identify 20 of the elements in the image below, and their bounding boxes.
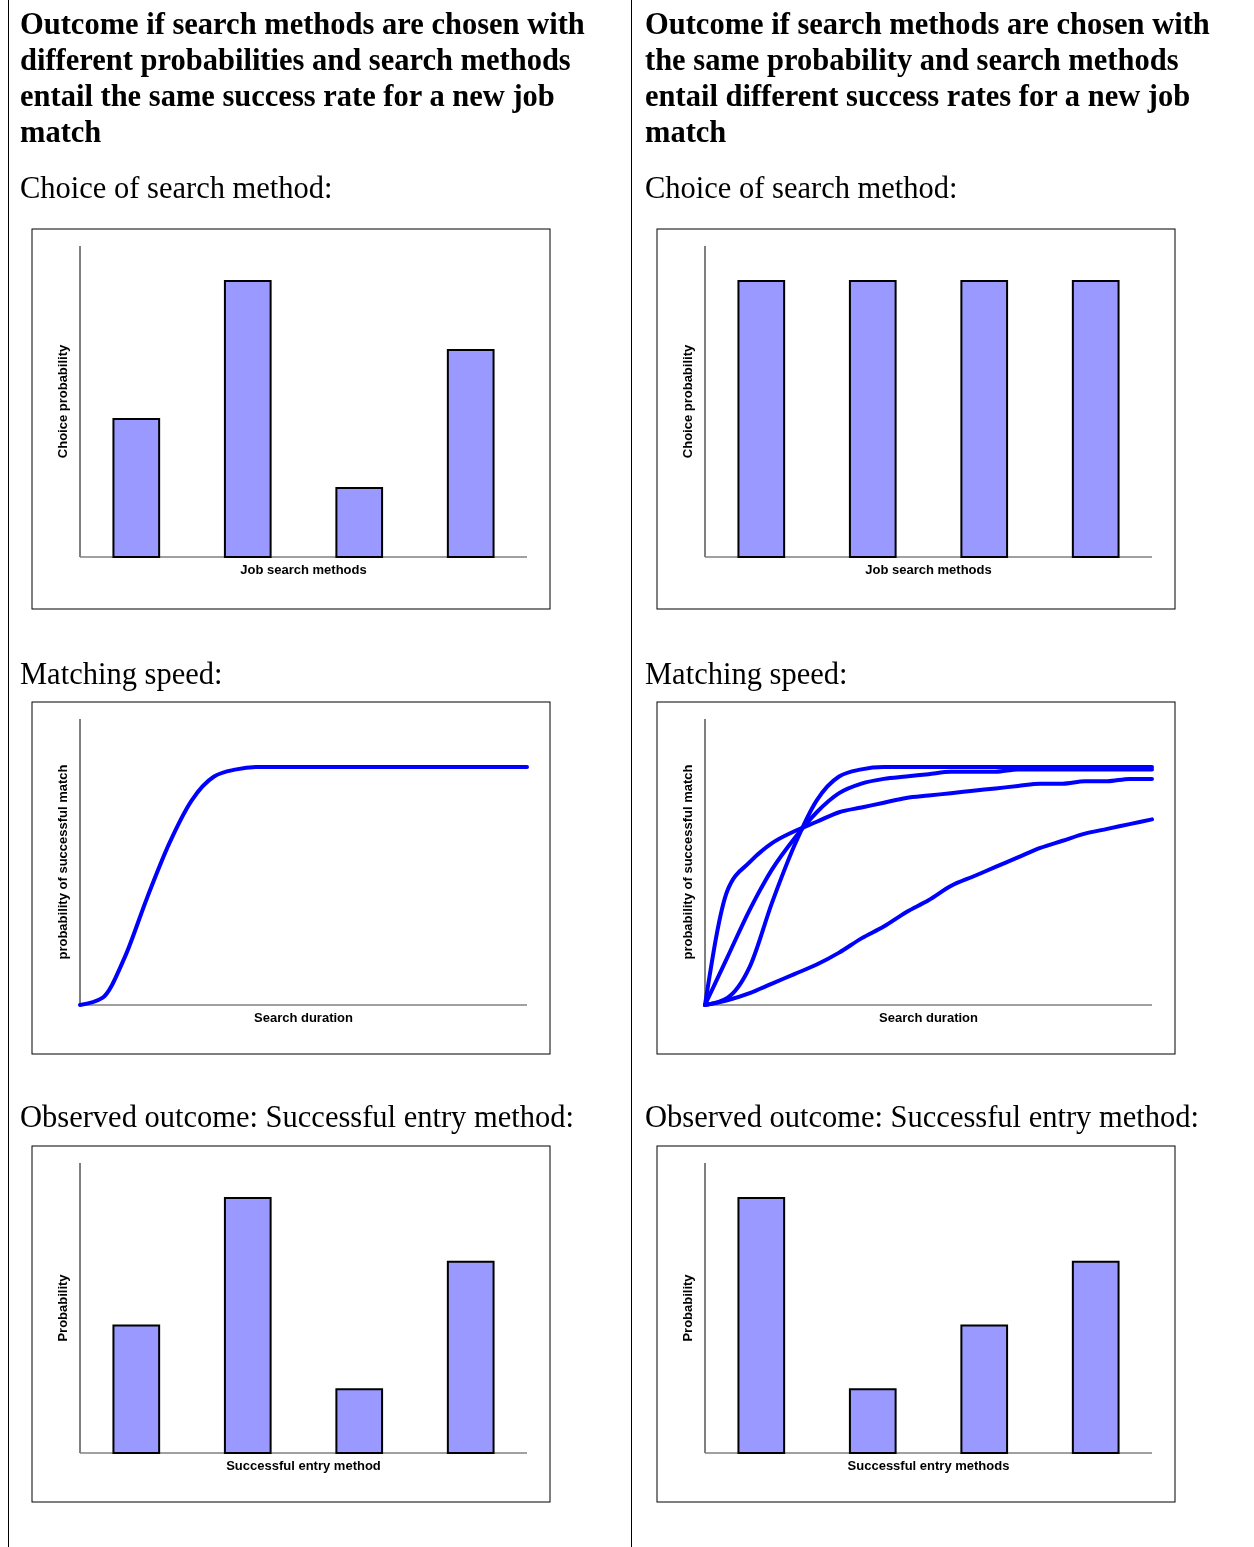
chart-subtitle: Choice of search method: [645,170,959,206]
y-axis-title: Choice probability [680,344,695,459]
chart-title: Outcome if search methods are chosen with different probabilities and search methods entail the same success rate for a new job match [20,6,586,150]
chart-title: Observed outcome: Successful entry method: [20,1099,575,1135]
y-axis-title: Probability [55,1273,70,1342]
chart-title: Matching speed: [20,656,224,692]
x-axis-title: Successful entry method [226,1458,381,1473]
x-axis-title: Search duration [254,1010,354,1025]
chart-title: Observed outcome: Successful entry method: [645,1099,1200,1135]
y-axis-title: probability of successful match [680,764,695,960]
chart-subtitle: Choice of search method: [20,170,334,206]
y-axis-title: Choice probability [55,344,70,459]
x-axis-title: Successful entry methods [847,1458,1010,1473]
y-axis-title: Probability [680,1273,695,1342]
chart-title: Outcome if search methods are chosen with the same probability and search methods entail different success rates for a new job match [645,6,1211,150]
x-axis-title: Search duration [879,1010,979,1025]
y-axis-title: probability of successful match [55,764,70,960]
chart-title: Matching speed: [645,656,849,692]
x-axis-title: Job search methods [865,562,992,577]
x-axis-title: Job search methods [240,562,367,577]
